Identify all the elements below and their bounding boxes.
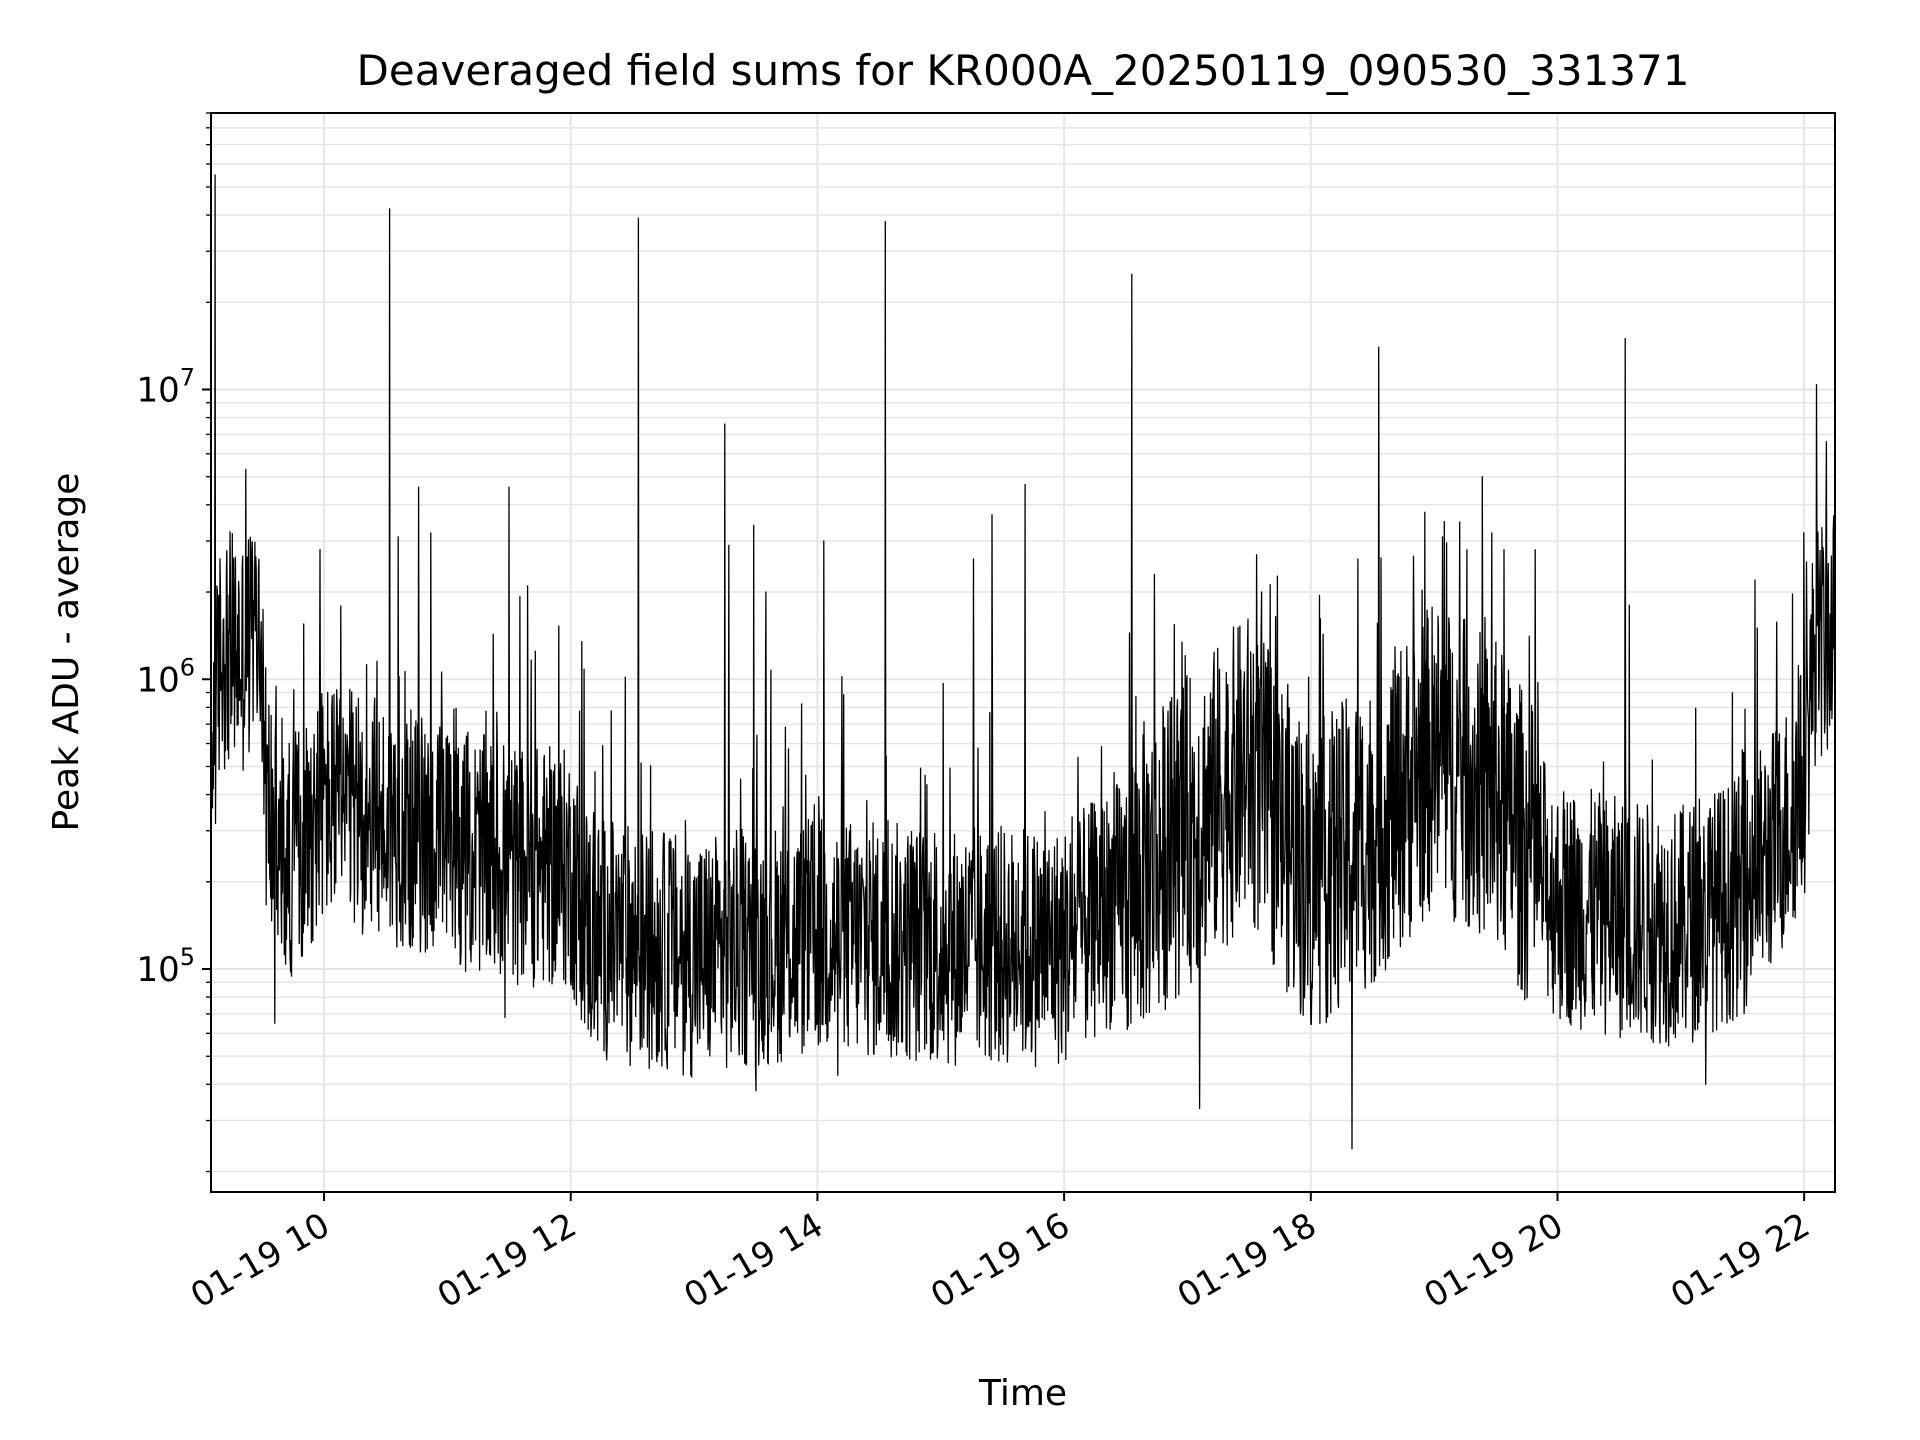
series-line bbox=[210, 174, 1836, 1150]
y-tick-label: 105 bbox=[136, 943, 195, 990]
chart-title: Deaveraged field sums for KR000A_2025011… bbox=[357, 46, 1690, 95]
y-tick-label: 106 bbox=[136, 653, 195, 700]
y-axis-label: Peak ADU - average bbox=[46, 473, 87, 832]
y-axis: 105 106 107 bbox=[136, 112, 211, 1173]
y-tick-label: 107 bbox=[136, 363, 195, 410]
plot-frame bbox=[210, 112, 1836, 1193]
x-axis-label: Time bbox=[978, 1373, 1067, 1414]
grid bbox=[211, 112, 1835, 1192]
